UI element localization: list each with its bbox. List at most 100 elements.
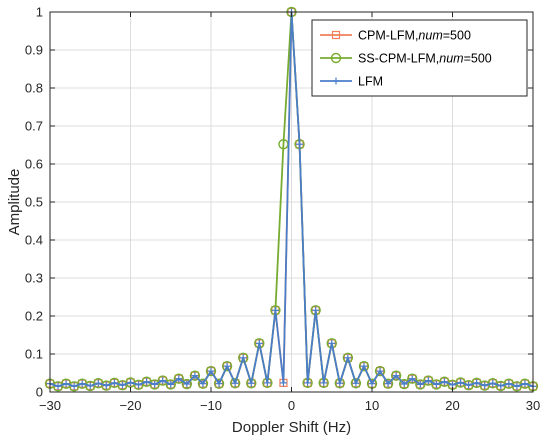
- data-point-1-37: [342, 352, 354, 363]
- data-point-1-18: [189, 370, 201, 381]
- data-point-1-42: [382, 378, 394, 389]
- data-point-1-22: [221, 360, 233, 372]
- data-point-2-51: [457, 379, 465, 386]
- data-point-2-7: [102, 382, 110, 390]
- legend-entry-1: SS-CPM-LFM,num=500: [320, 52, 492, 66]
- legend-entry-0: CPM-LFM,num=500: [320, 29, 471, 43]
- data-point-2-13: [151, 380, 159, 388]
- data-point-2-54: [481, 382, 489, 390]
- data-point-2-37: [344, 354, 352, 362]
- data-point-2-59: [521, 380, 529, 388]
- data-point-2-42: [384, 380, 392, 388]
- y-tick-label-1: 0.1: [25, 347, 43, 362]
- data-point-2-52: [465, 381, 473, 389]
- legend-marker-0: [331, 30, 341, 40]
- data-point-1-19: [197, 378, 209, 389]
- data-point-2-48: [432, 380, 440, 388]
- x-tick-label-2: −10: [200, 398, 222, 413]
- data-point-2-3: [70, 382, 78, 390]
- data-point-1-17: [181, 378, 193, 390]
- y-axis-label: Amplitude: [6, 169, 23, 236]
- data-point-2-5: [86, 382, 94, 390]
- y-tick-label-2: 0.2: [25, 309, 43, 324]
- y-tick-label-3: 0.3: [25, 271, 43, 286]
- data-point-2-47: [424, 377, 432, 385]
- y-tick-label-4: 0.4: [25, 233, 43, 248]
- data-point-1-44: [399, 378, 410, 390]
- data-point-2-17: [183, 380, 191, 388]
- data-point-2-49: [440, 378, 448, 386]
- data-point-2-4: [78, 380, 86, 388]
- data-point-2-14: [159, 377, 167, 385]
- y-tick-label-6: 0.6: [25, 157, 43, 172]
- x-tick-label-5: 20: [445, 398, 459, 413]
- data-point-2-56: [497, 382, 505, 390]
- data-point-2-16: [175, 375, 183, 383]
- data-point-2-39: [360, 362, 368, 370]
- y-tick-label-5: 0.5: [25, 195, 43, 210]
- data-point-1-45: [407, 373, 418, 384]
- y-tick-label-10: 1: [36, 5, 43, 20]
- x-tick-label-3: 0: [288, 398, 295, 413]
- y-tick-label-9: 0.9: [25, 43, 43, 58]
- x-tick-label-1: −20: [119, 398, 141, 413]
- data-point-2-2: [62, 380, 70, 388]
- data-point-2-34: [320, 379, 328, 387]
- data-point-2-44: [400, 380, 408, 388]
- data-point-2-11: [135, 381, 143, 389]
- axis-ticks: [49, 11, 534, 393]
- data-point-2-29: [279, 379, 287, 387]
- data-point-2-8: [110, 379, 118, 387]
- data-point-2-55: [489, 379, 497, 387]
- data-point-2-46: [416, 380, 424, 388]
- data-point-2-35: [328, 339, 336, 347]
- legend-label-0: CPM-LFM,num=500: [358, 29, 471, 43]
- data-point-1-41: [374, 365, 386, 377]
- legend-entry-2: LFM: [320, 75, 383, 89]
- data-point-1-23: [229, 378, 241, 389]
- data-point-1-43: [390, 370, 402, 381]
- data-point-2-21: [215, 380, 223, 388]
- x-tick-label-0: −30: [39, 398, 61, 413]
- y-tick-labels: 0 0.1 0.2 0.3 0.4 0.5 0.6 0.7 0.8 0.9 1: [25, 5, 43, 400]
- data-point-1-46: [415, 379, 426, 390]
- data-point-2-19: [199, 380, 207, 388]
- data-point-1-24: [237, 352, 249, 363]
- y-tick-label-8: 0.8: [25, 81, 43, 96]
- data-point-2-28: [271, 306, 279, 314]
- legend-label-1: SS-CPM-LFM,num=500: [358, 52, 492, 66]
- data-point-1-38: [350, 378, 362, 389]
- data-point-2-25: [247, 379, 255, 387]
- legend: CPM-LFM,num=500 SS-CPM-LFM,num=500 LFM: [311, 19, 528, 97]
- data-point-2-41: [376, 367, 384, 375]
- data-point-1-39: [358, 360, 370, 372]
- legend-marker-1: [330, 52, 342, 64]
- data-point-1-47: [423, 375, 434, 386]
- data-point-2-58: [513, 382, 521, 390]
- data-point-2-9: [118, 381, 126, 389]
- data-point-2-6: [94, 379, 102, 387]
- x-tick-label-4: 10: [365, 398, 379, 413]
- x-tick-labels: −30 −20 −10 0 10 20 30: [39, 398, 540, 413]
- data-point-1-16: [173, 373, 185, 384]
- legend-marker-2: [332, 77, 340, 85]
- data-point-2-36: [336, 379, 344, 387]
- data-point-1-21: [213, 378, 225, 389]
- data-point-2-10: [127, 379, 134, 386]
- y-tick-label-7: 0.7: [25, 119, 43, 134]
- data-point-2-23: [231, 379, 239, 387]
- data-point-1-14: [157, 375, 168, 386]
- data-point-2-40: [368, 380, 376, 388]
- data-point-2-22: [223, 362, 231, 370]
- data-point-1-20: [205, 365, 217, 377]
- data-point-2-53: [473, 379, 481, 387]
- data-point-2-33: [312, 306, 320, 314]
- legend-label-2: LFM: [358, 75, 383, 89]
- data-point-2-27: [263, 379, 271, 387]
- y-tick-label-0: 0: [36, 385, 43, 400]
- data-point-2-57: [505, 380, 513, 388]
- data-point-2-1: [54, 382, 62, 390]
- data-point-2-24: [239, 354, 247, 362]
